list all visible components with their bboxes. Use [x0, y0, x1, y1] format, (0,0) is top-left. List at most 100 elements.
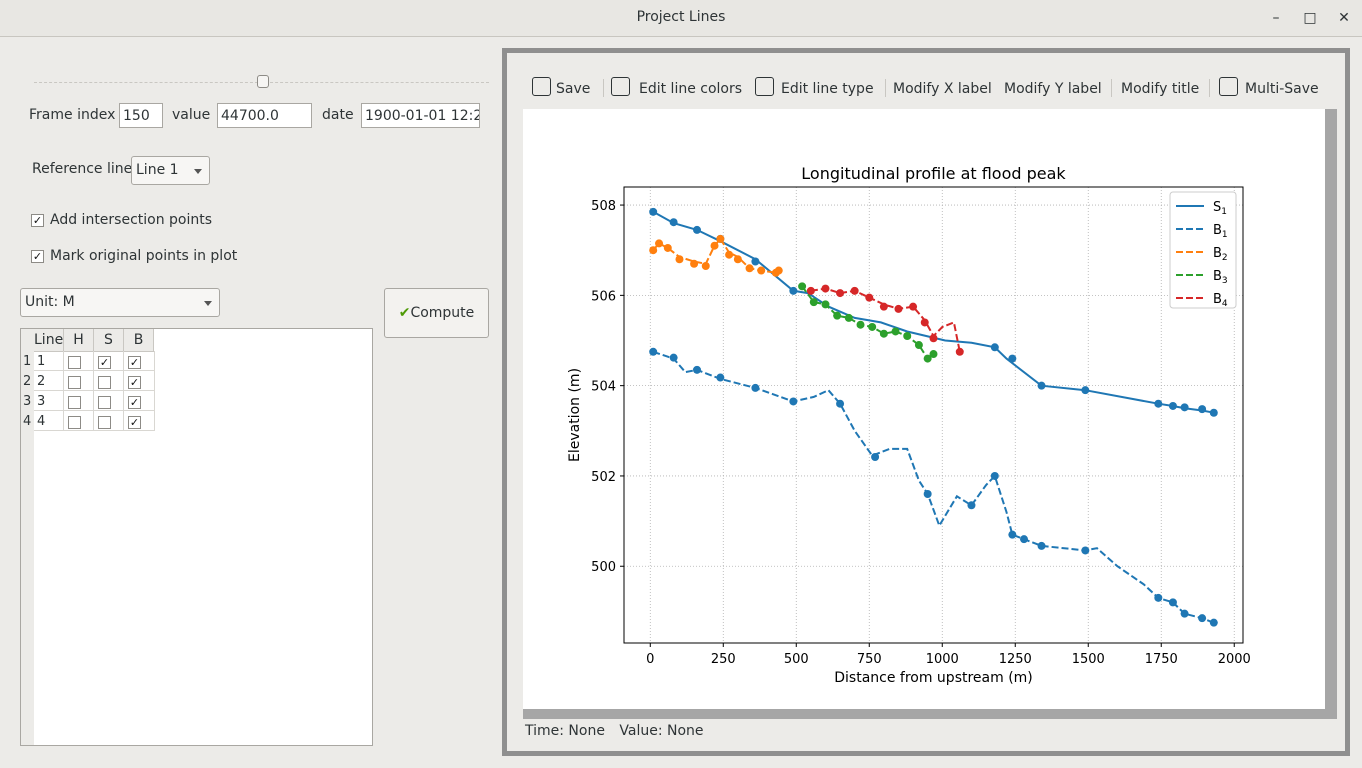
minimize-button[interactable]: –	[1272, 10, 1280, 26]
canvas-scroll-bottom	[523, 709, 1337, 719]
frame-slider-handle[interactable]	[257, 75, 269, 88]
mark-original-checkbox[interactable]: ✓	[31, 250, 44, 263]
data-point-b4	[806, 286, 815, 295]
lines-table[interactable]: Line H S B 1 1 ✓ ✓ 2 2 ✓ 3 3 ✓ 4 4	[20, 328, 373, 746]
data-point-b1	[923, 490, 932, 499]
data-point-b2	[701, 262, 710, 271]
data-point-s1	[751, 257, 760, 266]
panel-splitter[interactable]	[498, 46, 501, 758]
y-tick-label: 500	[591, 560, 616, 575]
edit-line-colors-button[interactable]: Edit line colors	[639, 81, 743, 97]
grid-line	[34, 430, 154, 431]
series-line-s1	[652, 210, 1214, 414]
line-cell[interactable]: 3	[37, 394, 46, 409]
data-point-s1	[1209, 408, 1218, 417]
modify-y-label-button[interactable]: Modify Y label	[1004, 81, 1102, 97]
data-point-b1	[1008, 530, 1017, 539]
h-checkbox[interactable]	[68, 376, 81, 389]
mark-original-label: Mark original points in plot	[50, 248, 238, 264]
line-cell[interactable]: 4	[37, 414, 46, 429]
data-point-b2	[745, 264, 754, 273]
h-checkbox[interactable]	[68, 416, 81, 429]
s-checkbox[interactable]	[98, 416, 111, 429]
b-checkbox[interactable]: ✓	[128, 396, 141, 409]
column-header-b[interactable]: B	[124, 329, 154, 352]
chevron-down-icon	[204, 301, 212, 306]
data-point-s1	[1037, 381, 1046, 390]
date-label: date	[322, 107, 354, 123]
data-point-b2	[649, 246, 658, 255]
reference-line-label: Reference line	[32, 161, 133, 177]
s-checkbox[interactable]	[98, 376, 111, 389]
row-header-column	[21, 329, 34, 745]
date-input[interactable]: 1900-01-01 12:2	[361, 103, 480, 128]
data-point-b4	[894, 304, 903, 313]
x-tick-label: 750	[857, 652, 882, 667]
maximize-button[interactable]: □	[1303, 10, 1317, 26]
b-checkbox[interactable]: ✓	[128, 356, 141, 369]
frame-index-label: Frame index	[29, 107, 116, 123]
b-checkbox[interactable]: ✓	[128, 416, 141, 429]
data-point-b3	[868, 322, 877, 331]
modify-x-label-button[interactable]: Modify X label	[893, 81, 992, 97]
data-point-b3	[879, 329, 888, 338]
reference-line-select[interactable]: Line 1	[131, 156, 210, 185]
s-checkbox[interactable]: ✓	[98, 356, 111, 369]
grid-line	[93, 351, 94, 431]
title-bar: Project Lines – □ ✕	[0, 0, 1362, 37]
save-button[interactable]: Save	[556, 81, 591, 97]
row-index: 2	[23, 374, 32, 389]
add-intersection-checkbox[interactable]: ✓	[31, 214, 44, 227]
x-tick-label: 250	[711, 652, 736, 667]
value-input[interactable]: 44700.0	[217, 103, 312, 128]
data-point-b4	[879, 302, 888, 311]
list-icon	[755, 77, 774, 96]
y-tick-label: 508	[591, 199, 616, 214]
data-point-b3	[844, 313, 853, 322]
data-point-b1	[1020, 535, 1029, 544]
h-checkbox[interactable]	[68, 396, 81, 409]
y-tick-label: 504	[591, 380, 616, 395]
compute-button[interactable]: ✔Compute	[384, 288, 489, 338]
data-point-b1	[1198, 614, 1207, 623]
status-time: Time: None	[525, 723, 605, 739]
data-point-s1	[649, 207, 658, 216]
data-point-b3	[856, 320, 865, 329]
h-checkbox[interactable]	[68, 356, 81, 369]
unit-select[interactable]: Unit: M	[20, 288, 220, 317]
data-point-b2	[710, 241, 719, 250]
series-line-b4	[810, 287, 961, 352]
column-header-h[interactable]: H	[64, 329, 94, 352]
frame-index-input[interactable]: 150	[119, 103, 163, 128]
unit-value: Unit: M	[25, 294, 75, 310]
multi-save-button[interactable]: Multi-Save	[1245, 81, 1319, 97]
column-header-s[interactable]: S	[94, 329, 124, 352]
line-cell[interactable]: 2	[37, 374, 46, 389]
data-point-b2	[655, 239, 664, 248]
edit-line-type-button[interactable]: Edit line type	[781, 81, 874, 97]
grid-line	[123, 351, 124, 431]
data-point-b1	[1037, 541, 1046, 550]
x-tick-label: 1250	[999, 652, 1032, 667]
data-point-b1	[789, 397, 798, 406]
chevron-down-icon	[194, 169, 202, 174]
plot-canvas[interactable]: 0 250 500 750 1000 1250 1500 1750 2000 500 502 504 5…	[523, 109, 1325, 709]
reference-line-value: Line 1	[136, 162, 179, 178]
b-checkbox[interactable]: ✓	[128, 376, 141, 389]
data-point-s1	[1180, 403, 1189, 412]
toolbar-separator	[603, 79, 604, 97]
data-point-s1	[1081, 386, 1090, 395]
data-point-b4	[909, 302, 918, 311]
column-header-line[interactable]: Line	[34, 329, 64, 352]
line-cell[interactable]: 1	[37, 354, 46, 369]
data-point-b2	[716, 234, 725, 243]
s-checkbox[interactable]	[98, 396, 111, 409]
data-point-b4	[929, 334, 938, 343]
data-point-s1	[990, 343, 999, 352]
close-button[interactable]: ✕	[1338, 10, 1350, 26]
status-value: Value: None	[619, 723, 704, 739]
modify-title-button[interactable]: Modify title	[1121, 81, 1200, 97]
toolbar-separator	[885, 79, 886, 97]
window-title: Project Lines	[636, 9, 726, 25]
legend-box	[1169, 191, 1237, 309]
